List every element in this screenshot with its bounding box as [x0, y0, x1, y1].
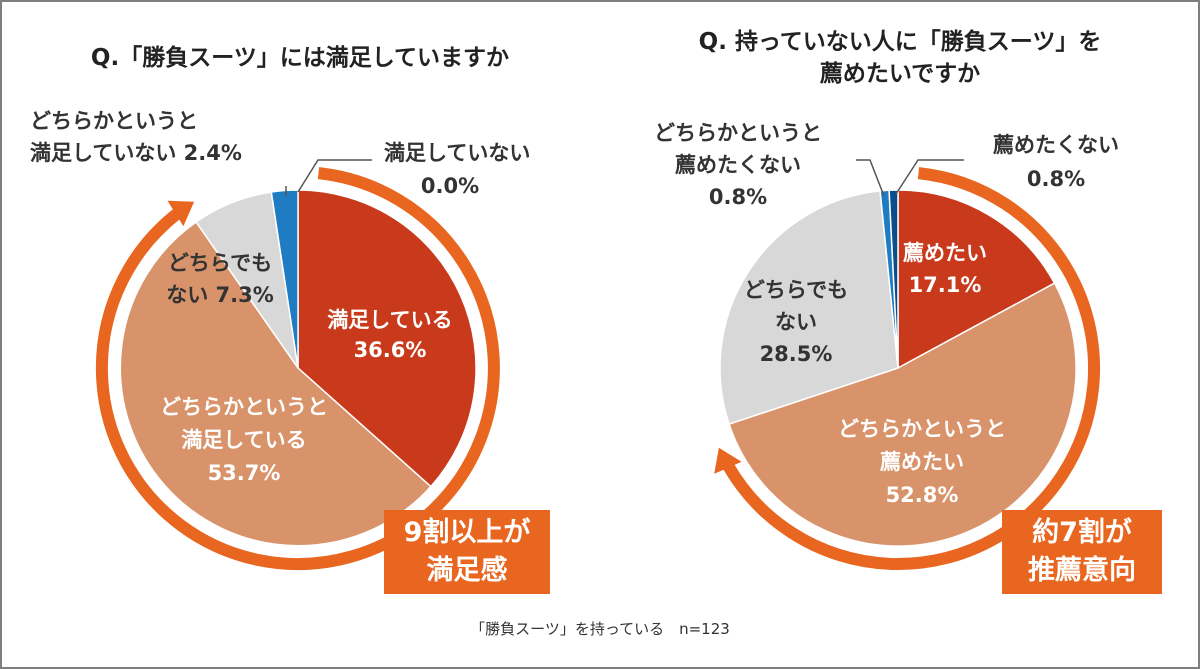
label-somewhat-unsatisfied-2: 満足していない 2.4% — [30, 141, 242, 165]
label-somewhat-unsatisfied-1: どちらかというと — [30, 109, 198, 133]
label-unsatisfied-pct: 0.0% — [421, 174, 479, 198]
slice-somewhat-satisfied — [119, 220, 432, 547]
label-recommend-pct: 17.1% — [909, 273, 982, 297]
leader-line-right-b — [895, 159, 964, 195]
leader-line-right-a — [856, 159, 885, 197]
slice-neither — [719, 190, 899, 426]
slice-somewhat-unsatisfied — [270, 189, 299, 369]
label-somewhat-not-recommend-2: 薦めたくない — [675, 153, 801, 177]
callout-left-line2: 満足感 — [426, 555, 508, 586]
callout-left: 9割以上が 満足感 — [384, 510, 550, 594]
chart-title-left: Q.「勝負スーツ」には満足していますか — [90, 45, 510, 71]
pie-left — [119, 189, 477, 547]
footnote: 「勝負スーツ」を持っている n=123 — [470, 620, 730, 638]
label-somewhat-satisfied-1: どちらかというと — [160, 395, 328, 419]
pie-right — [719, 189, 1077, 547]
label-not-recommend-pct: 0.8% — [1027, 167, 1085, 191]
slice-somewhat-recommend — [728, 282, 1077, 547]
label-somewhat-satisfied-pct: 53.7% — [208, 461, 281, 485]
label-satisfied: 満足している — [327, 308, 452, 332]
chart-title-right-line1: Q. 持っていない人に「勝負スーツ」を — [698, 29, 1102, 55]
leader-line-left-b — [297, 159, 372, 193]
label-not-recommend: 薦めたくない — [993, 133, 1119, 157]
chart-title-right-line2: 薦めたいですか — [819, 61, 981, 87]
arc-arrow-right — [723, 167, 1101, 570]
label-neither-r-2: ない — [775, 310, 817, 334]
label-somewhat-not-recommend-pct: 0.8% — [709, 185, 767, 209]
slice-recommend — [897, 189, 1056, 370]
label-somewhat-recommend-1: どちらかというと — [838, 417, 1006, 441]
callout-right-line1: 約7割が — [1032, 517, 1132, 548]
slice-satisfied — [297, 189, 477, 488]
label-neither-1: どちらでも — [168, 251, 272, 275]
label-unsatisfied-1: 満足していない — [384, 141, 530, 165]
arc-arrow-left — [95, 167, 500, 570]
arrowhead-left — [167, 200, 195, 227]
callout-right-line2: 推薦意向 — [1028, 555, 1136, 586]
label-somewhat-recommend-pct: 52.8% — [886, 483, 959, 507]
label-neither-r-1: どちらでも — [744, 278, 848, 302]
label-somewhat-not-recommend-1: どちらかというと — [654, 121, 822, 145]
label-recommend: 薦めたい — [903, 241, 987, 265]
callout-left-line1: 9割以上が — [403, 517, 531, 548]
label-satisfied-pct: 36.6% — [354, 338, 427, 362]
label-neither-r-pct: 28.5% — [760, 342, 833, 366]
label-somewhat-recommend-2: 薦めたい — [880, 450, 964, 474]
arrowhead-right — [714, 447, 742, 474]
callout-right: 約7割が 推薦意向 — [1002, 510, 1162, 594]
label-neither-2: ない 7.3% — [166, 283, 274, 307]
label-somewhat-satisfied-2: 満足している — [181, 428, 306, 452]
